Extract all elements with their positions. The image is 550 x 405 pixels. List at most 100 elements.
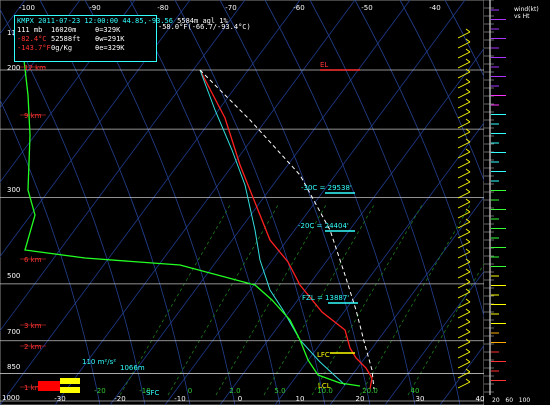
height-marker: 9 km	[24, 112, 42, 120]
x-tick-top: -40	[429, 4, 440, 12]
mixing-ratio-line	[263, 204, 375, 396]
mixing-ratio-line	[359, 204, 471, 396]
x-tick-bottom: 20	[356, 395, 365, 403]
x-tick-bottom: 30	[416, 395, 425, 403]
sfc-box-1	[60, 378, 80, 384]
pressure-label: 850	[7, 363, 20, 371]
wind-barb	[457, 191, 471, 199]
wind-barb-flag	[465, 328, 471, 333]
x-tick-top: -90	[89, 4, 100, 12]
wind-barb	[457, 291, 471, 299]
wind-barb	[457, 231, 471, 239]
mixing-ratio-label: 0	[188, 387, 192, 395]
readout-height-m: 16020m	[51, 26, 77, 34]
wind-barb	[457, 111, 471, 119]
mixing-ratio-label: 5.0	[274, 387, 285, 395]
wind-barb-flag	[465, 28, 471, 33]
wind-barb-flag	[465, 138, 471, 143]
x-tick-bottom: -20	[114, 395, 125, 403]
dewpoint-trace	[21, 19, 361, 387]
wind-barb-flag	[465, 48, 471, 53]
wind-barb-flag	[465, 188, 471, 193]
isotherm-line	[0, 0, 301, 405]
wind-barb-flag	[465, 288, 471, 293]
isotherm-line	[0, 0, 191, 258]
dry-adiabat	[174, 0, 326, 405]
readout-station: KMPX 2011-07-23 12:00:00 44.85,-93.56	[17, 17, 173, 25]
wind-barb-flag	[465, 228, 471, 233]
dry-adiabat	[264, 0, 416, 405]
skewt-traces	[21, 19, 471, 390]
wind-barb	[457, 141, 471, 149]
height-marker: 1 km	[24, 384, 42, 392]
parcel-trace	[199, 69, 375, 390]
wind-barb-flag	[465, 148, 471, 153]
wind-barb	[457, 201, 471, 209]
wind-barb	[457, 41, 471, 49]
wind-barb-flag	[465, 378, 471, 383]
readout-height-ft: 52588ft	[51, 35, 81, 43]
pressure-label: 700	[7, 328, 20, 336]
wind-barb-flag	[465, 278, 471, 283]
wind-barb	[457, 241, 471, 249]
temperature-trace	[199, 69, 373, 390]
annotation-label: LCL	[318, 382, 331, 390]
readout-temp-c: -82.4°C	[17, 35, 47, 43]
wind-barb-flag	[465, 298, 471, 303]
height-marker: 12 km	[24, 64, 46, 72]
wind-barb-flag	[465, 318, 471, 323]
wind-barb-flag	[465, 168, 471, 173]
pressure-label: 1000	[2, 394, 20, 402]
wind-barb-flag	[465, 38, 471, 43]
wind-barb	[457, 171, 471, 179]
readout-temp-f: -143.7°F	[17, 44, 51, 52]
annotation-label: 1066m	[120, 364, 145, 372]
x-tick-top: -80	[157, 4, 168, 12]
wind-barb	[457, 311, 471, 319]
wind-barb-flag	[465, 158, 471, 163]
sfc-temp-box	[38, 381, 60, 391]
x-tick-bottom: -30	[54, 395, 65, 403]
height-marker: 6 km	[24, 256, 42, 264]
x-tick-top: -100	[19, 4, 35, 12]
wind-barb-flag	[465, 88, 471, 93]
mixing-ratio-label: -20	[94, 387, 105, 395]
readout-pressure: 111 mb	[17, 26, 43, 34]
wind-barb-flag	[465, 268, 471, 273]
wind-barb-flag	[465, 338, 471, 343]
isotherm-line	[0, 0, 136, 183]
wind-barb-flag	[465, 248, 471, 253]
wind-barb	[457, 121, 471, 129]
wind-barb	[457, 341, 471, 349]
wind-barb	[457, 61, 471, 69]
readout-agl: 5584m agl 1%	[177, 17, 228, 25]
wind-barb-flag	[465, 98, 471, 103]
wind-barb-flag	[465, 238, 471, 243]
wind-barb-flag	[465, 258, 471, 263]
wind-barb-flag	[465, 358, 471, 363]
mixing-ratio-label: 10.0	[317, 387, 333, 395]
wind-barb	[457, 181, 471, 189]
readout-theta-w: θw=291K	[95, 35, 125, 43]
dry-adiabat	[219, 0, 371, 405]
mixing-ratio-line	[215, 204, 327, 396]
wind-barb	[457, 271, 471, 279]
readout-theta: θ=329K	[95, 26, 121, 34]
wind-panel-title: wind(kt) vs Ht	[514, 6, 539, 20]
x-tick-top: -70	[225, 4, 236, 12]
wind-barb-flag	[465, 218, 471, 223]
dry-adiabat	[129, 0, 281, 405]
isotherm-line	[0, 0, 246, 332]
pressure-label: 300	[7, 186, 20, 194]
wind-barb	[457, 161, 471, 169]
wind-barb	[457, 151, 471, 159]
wind-barb	[457, 361, 471, 369]
mixing-ratio-line	[311, 204, 423, 396]
isotherm-line	[109, 0, 411, 405]
mixing-ratio-label: 40	[411, 387, 420, 395]
dry-adiabat	[0, 98, 101, 405]
readout-mixing-ratio: 0g/Kg	[51, 44, 73, 52]
wind-barb	[457, 351, 471, 359]
annotation-label: SFC	[146, 389, 159, 397]
wind-barb	[457, 251, 471, 259]
